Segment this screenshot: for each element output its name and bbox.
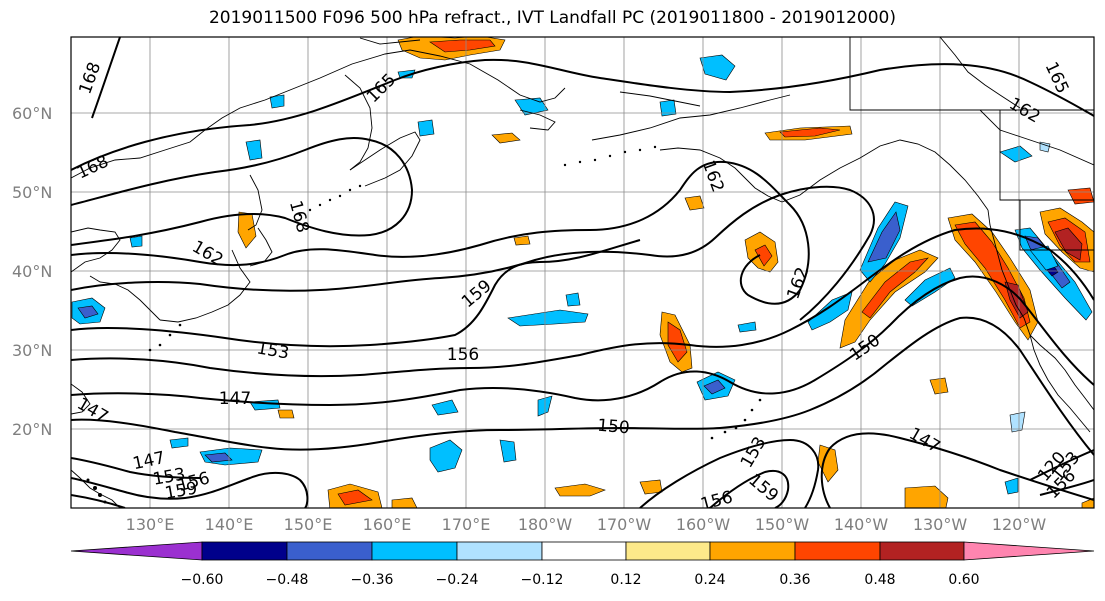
anomaly-patch: [429, 439, 463, 473]
lon-label-130w: 130°W: [912, 515, 968, 534]
anomaly-patch: [703, 379, 726, 395]
colorbar-swatch: [709, 541, 796, 561]
lon-label-170w: 170°W: [596, 515, 652, 534]
lon-label-130e: 130°E: [125, 515, 175, 534]
lat-label-60n: 60°N: [12, 104, 53, 123]
anomaly-patch: [684, 195, 705, 211]
colorbar-swatch: [879, 541, 965, 561]
anomaly-patch: [277, 409, 295, 419]
anomaly-patch: [737, 321, 757, 333]
anomaly-patch: [667, 321, 688, 363]
colorbar-tick-label: 0.48: [864, 572, 896, 588]
anomaly-patch: [429, 39, 496, 53]
colorbar-tick-label: 0.24: [694, 572, 726, 588]
anomaly-patch: [839, 249, 939, 349]
anomaly-patch: [779, 127, 841, 138]
colorbar-tick-label: −0.36: [350, 572, 394, 588]
anomaly-patch: [1009, 411, 1026, 433]
colorbar-swatch: [625, 541, 711, 561]
filled-anomalies: [71, 37, 1094, 508]
colorbar-swatch: [201, 541, 288, 561]
colorbar-tick-label: −0.24: [435, 572, 479, 588]
lat-label-40n: 40°N: [12, 262, 53, 281]
colorbar-swatch: [541, 541, 627, 561]
lon-label-150e: 150°E: [283, 515, 333, 534]
anomaly-patch: [204, 452, 233, 463]
contour-label: 156: [447, 345, 479, 365]
anomaly-patch: [699, 54, 736, 81]
anomaly-patch: [245, 139, 263, 161]
anomaly-patch: [659, 99, 677, 117]
anomaly-patch: [1004, 477, 1019, 495]
lon-label-160e: 160°E: [362, 515, 412, 534]
colorbar-tick-label: −0.60: [180, 572, 224, 588]
anomaly-patch: [807, 291, 853, 331]
lon-label-140e: 140°E: [204, 515, 254, 534]
anomaly-patch: [499, 439, 517, 463]
anomaly-patch: [269, 94, 285, 109]
colorbar-tick-label: −0.12: [520, 572, 564, 588]
colorbar-tick-label: 0.36: [779, 572, 811, 588]
anomaly-patch: [999, 145, 1033, 163]
graticule: [71, 37, 1094, 508]
anomaly-patch: [904, 485, 949, 508]
colorbar-tick-label: 0.12: [610, 572, 642, 588]
anomaly-patch: [397, 69, 416, 79]
anomaly-patch: [867, 211, 901, 263]
colorbar-swatch: [371, 541, 458, 561]
colorbar: [70, 541, 1095, 561]
anomaly-patch: [1054, 227, 1083, 261]
anomaly-patch: [431, 399, 459, 416]
colorbar-swatch: [286, 541, 373, 561]
anomaly-patch: [861, 257, 929, 319]
coastlines: [71, 37, 1094, 508]
island-chain: [86, 145, 762, 504]
lon-label-170e: 170°E: [441, 515, 491, 534]
anomaly-patch: [554, 483, 606, 497]
anomaly-patch: [337, 489, 373, 506]
anomaly-patch: [417, 119, 435, 137]
contour-label: 147: [219, 389, 251, 409]
lat-label-20n: 20°N: [12, 420, 53, 439]
lat-label-30n: 30°N: [12, 341, 53, 360]
lat-label-50n: 50°N: [12, 183, 53, 202]
anomaly-patch: [513, 235, 531, 246]
anomaly-patch: [391, 497, 418, 508]
anomaly-patch: [169, 437, 189, 449]
contour-label: 150: [596, 416, 630, 439]
anomaly-patch: [491, 132, 521, 144]
anomaly-patch: [639, 479, 663, 495]
colorbar-extend-low: [70, 541, 203, 561]
lon-label-180w: 180°W: [517, 515, 573, 534]
colorbar-tick-label: 0.60: [948, 572, 980, 588]
lon-label-150w: 150°W: [754, 515, 810, 534]
lon-label-120w: 120°W: [991, 515, 1047, 534]
map-title: 2019011500 F096 500 hPa refract., IVT La…: [208, 8, 896, 28]
anomaly-patch: [565, 292, 581, 307]
anomaly-patch: [77, 305, 99, 319]
anomaly-patch: [754, 244, 773, 267]
colorbar-extend-high: [963, 541, 1095, 561]
colorbar-swatch: [456, 541, 543, 561]
colorbar-swatch: [794, 541, 881, 561]
map-frame: [70, 36, 1095, 509]
anomaly-patch: [129, 235, 143, 248]
contour-labels: 168 165 168 168 162 165 162 162 159 162 …: [73, 59, 1084, 515]
lon-label-160w: 160°W: [675, 515, 731, 534]
colorbar-tick-label: −0.48: [265, 572, 309, 588]
anomaly-patch: [507, 309, 589, 327]
refractivity-contours: [71, 37, 1094, 508]
contour-label: 156: [698, 487, 735, 515]
lon-label-140w: 140°W: [833, 515, 889, 534]
anomaly-patch: [904, 267, 956, 307]
